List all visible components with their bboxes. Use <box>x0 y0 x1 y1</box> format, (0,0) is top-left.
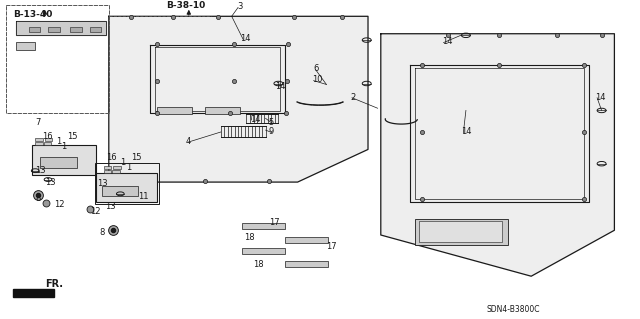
Text: 14: 14 <box>442 37 452 46</box>
Text: 2: 2 <box>351 93 356 102</box>
Text: SDN4-B3800C: SDN4-B3800C <box>486 305 540 314</box>
Bar <box>104 170 111 173</box>
Text: 13: 13 <box>35 166 46 174</box>
Text: 5: 5 <box>269 118 274 127</box>
Bar <box>95 163 159 204</box>
Bar <box>104 166 111 169</box>
Text: 9: 9 <box>269 128 274 137</box>
Bar <box>242 248 285 254</box>
Bar <box>32 145 96 175</box>
Text: 4: 4 <box>186 137 191 146</box>
Text: 10: 10 <box>312 75 322 84</box>
Text: B-13-40: B-13-40 <box>13 10 52 19</box>
Text: 7: 7 <box>35 118 40 127</box>
Text: 15: 15 <box>131 153 141 162</box>
Bar <box>35 138 43 141</box>
Text: 3: 3 <box>237 2 242 11</box>
Bar <box>285 261 328 267</box>
Text: FR.: FR. <box>45 279 63 289</box>
Bar <box>48 27 60 32</box>
Bar <box>419 221 502 242</box>
Bar <box>29 27 40 32</box>
Text: 1: 1 <box>120 158 125 167</box>
Text: 12: 12 <box>90 207 100 216</box>
Text: 18: 18 <box>244 234 255 242</box>
Bar <box>40 157 77 168</box>
Text: 8: 8 <box>99 228 104 237</box>
Polygon shape <box>13 289 54 297</box>
Text: 17: 17 <box>326 242 337 251</box>
Text: 16: 16 <box>42 132 52 141</box>
Bar <box>415 219 508 245</box>
Bar <box>242 223 285 229</box>
Bar <box>157 107 192 114</box>
Bar <box>112 170 120 173</box>
Text: 8: 8 <box>35 194 40 203</box>
Bar <box>96 173 157 202</box>
Text: 14: 14 <box>461 128 471 137</box>
Polygon shape <box>16 21 106 35</box>
Bar <box>45 138 52 141</box>
Bar <box>285 237 328 243</box>
Bar <box>113 166 121 169</box>
Text: 13: 13 <box>45 178 56 187</box>
Text: 14: 14 <box>595 93 605 102</box>
Text: 16: 16 <box>106 153 116 162</box>
Bar <box>90 27 101 32</box>
Polygon shape <box>109 16 368 182</box>
Bar <box>102 186 138 196</box>
Text: 15: 15 <box>67 132 77 141</box>
Text: 14: 14 <box>275 82 285 91</box>
Text: B-38-10: B-38-10 <box>166 1 205 10</box>
Text: 1: 1 <box>126 163 131 172</box>
Text: 14: 14 <box>250 115 260 124</box>
Bar <box>70 27 82 32</box>
Text: 14: 14 <box>240 34 250 43</box>
Bar <box>35 142 43 145</box>
Text: 13: 13 <box>97 179 108 188</box>
Text: 1: 1 <box>61 142 66 152</box>
Text: 18: 18 <box>253 260 264 269</box>
Bar <box>205 107 240 114</box>
Bar <box>44 142 51 145</box>
Text: 12: 12 <box>54 200 65 209</box>
Text: 11: 11 <box>138 192 148 202</box>
Polygon shape <box>381 34 614 276</box>
Text: 6: 6 <box>314 64 319 73</box>
Text: 13: 13 <box>105 202 116 211</box>
Bar <box>16 42 35 49</box>
Text: 17: 17 <box>269 218 280 227</box>
Text: 1: 1 <box>56 137 61 146</box>
